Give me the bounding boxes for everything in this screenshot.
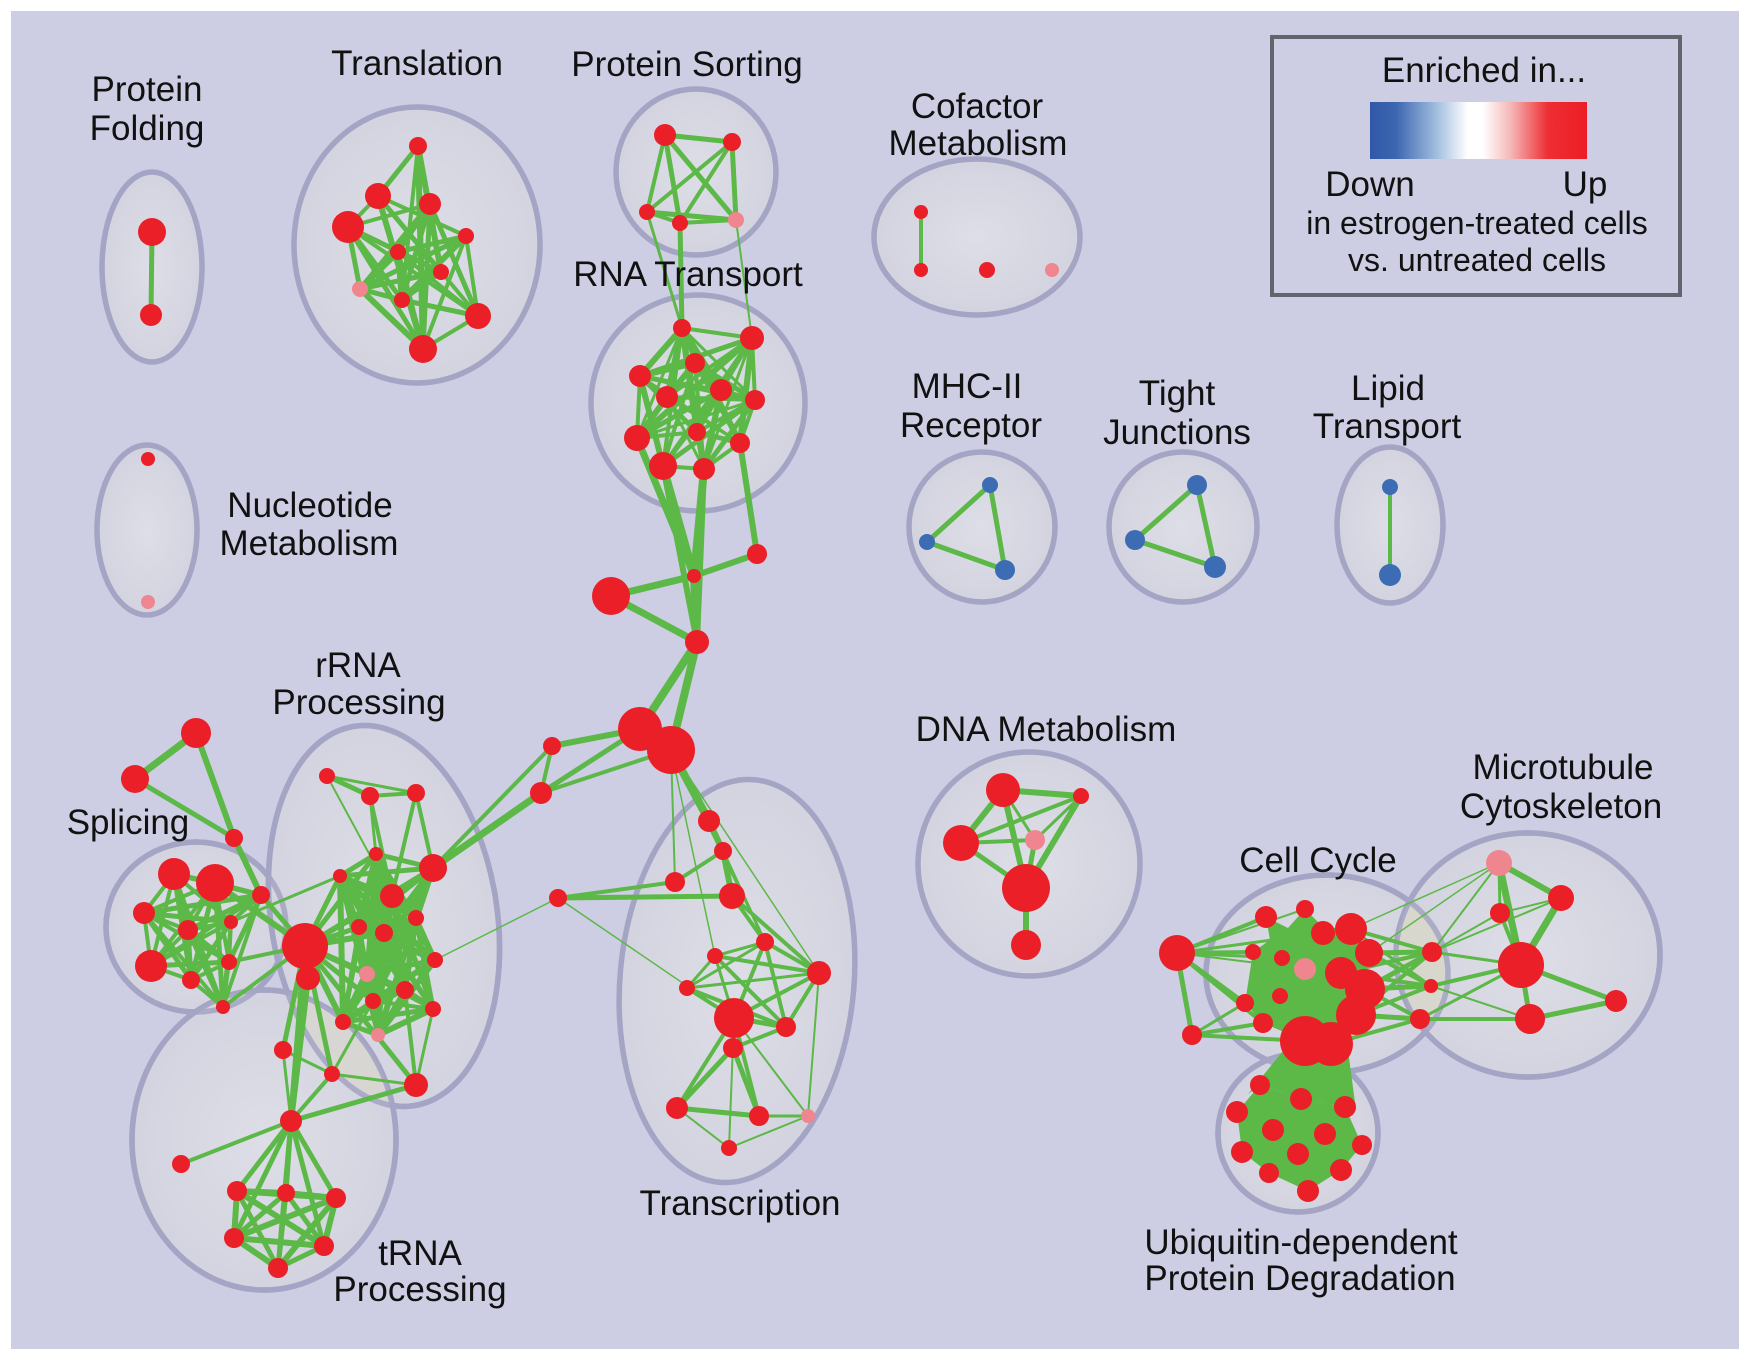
- svg-text:Processing: Processing: [333, 1270, 506, 1309]
- svg-text:Junctions: Junctions: [1103, 413, 1251, 452]
- svg-text:Cytoskeleton: Cytoskeleton: [1460, 787, 1662, 826]
- svg-text:Folding: Folding: [90, 109, 205, 148]
- svg-text:Protein: Protein: [92, 70, 203, 109]
- svg-text:DNA Metabolism: DNA Metabolism: [916, 710, 1177, 749]
- svg-text:Translation: Translation: [331, 44, 503, 83]
- svg-text:Enriched in...: Enriched in...: [1382, 51, 1586, 90]
- svg-text:vs. untreated cells: vs. untreated cells: [1348, 242, 1606, 278]
- svg-text:Metabolism: Metabolism: [889, 124, 1068, 163]
- svg-text:Protein Sorting: Protein Sorting: [571, 45, 803, 84]
- svg-text:rRNA: rRNA: [315, 646, 401, 685]
- svg-text:Lipid: Lipid: [1351, 369, 1425, 408]
- svg-text:RNA Transport: RNA Transport: [573, 255, 803, 294]
- svg-text:Processing: Processing: [272, 683, 445, 722]
- svg-text:Protein Degradation: Protein Degradation: [1144, 1259, 1455, 1298]
- svg-text:tRNA: tRNA: [378, 1234, 462, 1273]
- svg-text:Tight: Tight: [1139, 374, 1216, 413]
- svg-text:Splicing: Splicing: [67, 803, 190, 842]
- svg-text:Cofactor: Cofactor: [911, 87, 1044, 126]
- svg-text:Microtubule: Microtubule: [1473, 748, 1654, 787]
- svg-text:in estrogen-treated cells: in estrogen-treated cells: [1306, 205, 1648, 241]
- svg-text:Receptor: Receptor: [900, 406, 1042, 445]
- svg-text:Metabolism: Metabolism: [220, 524, 399, 563]
- svg-text:Transcription: Transcription: [640, 1184, 841, 1223]
- svg-text:Up: Up: [1563, 165, 1608, 204]
- svg-text:Cell Cycle: Cell Cycle: [1239, 841, 1397, 880]
- svg-text:Ubiquitin-dependent: Ubiquitin-dependent: [1144, 1223, 1458, 1262]
- svg-text:Transport: Transport: [1313, 407, 1462, 446]
- svg-text:MHC-II: MHC-II: [912, 367, 1023, 406]
- svg-text:Nucleotide: Nucleotide: [227, 486, 392, 525]
- svg-text:Down: Down: [1325, 165, 1414, 204]
